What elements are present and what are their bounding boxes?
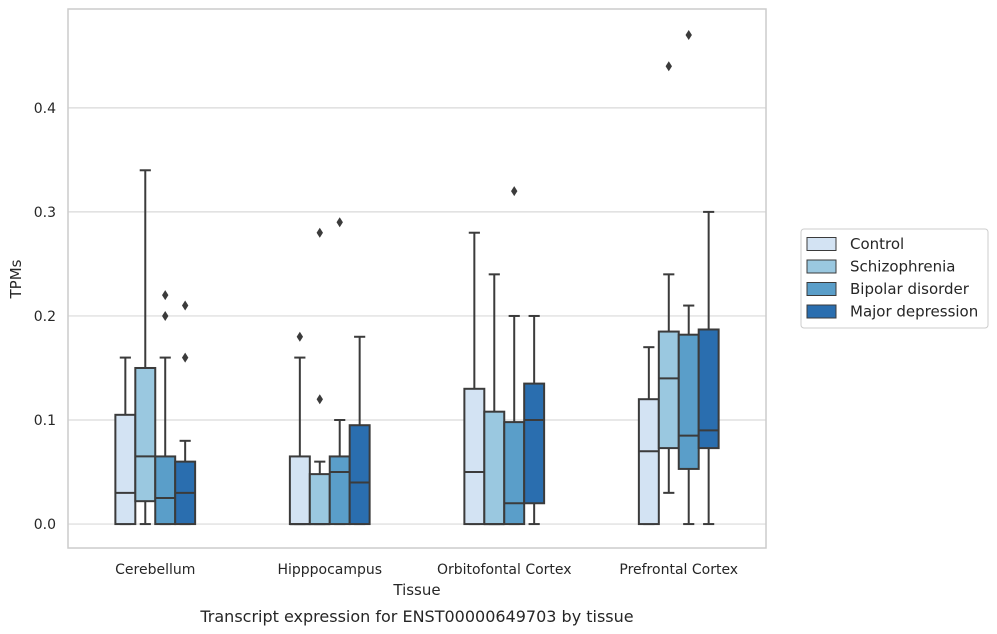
box-0-2 xyxy=(154,290,177,526)
x-tick-label: Orbitofontal Cortex xyxy=(437,562,572,578)
legend-frame xyxy=(800,228,989,329)
outlier-point xyxy=(181,352,189,363)
box-3-3 xyxy=(697,210,720,526)
box-3-2 xyxy=(677,30,700,526)
legend-label: Control xyxy=(850,235,904,253)
outlier-point xyxy=(336,217,343,228)
y-tick-label: 0.4 xyxy=(34,101,56,117)
legend-swatch xyxy=(806,237,837,251)
box-iqr xyxy=(637,398,660,526)
box-2-0 xyxy=(463,231,486,526)
box-groups xyxy=(114,30,720,526)
plot-frame xyxy=(67,8,767,549)
legend-label: Schizophrenia xyxy=(850,258,955,276)
box-0-3 xyxy=(174,300,197,526)
outlier-point xyxy=(316,394,323,405)
legend-label: Bipolar disorder xyxy=(850,280,970,298)
x-tick-label: Cerebellum xyxy=(115,562,195,578)
outlier-point xyxy=(296,331,304,342)
outlier-point xyxy=(685,30,692,41)
x-tick-label: Prefrontal Cortex xyxy=(619,562,738,578)
box-iqr xyxy=(697,328,720,450)
box-2-2 xyxy=(503,186,526,526)
box-iqr xyxy=(288,455,311,526)
box-iqr xyxy=(503,421,526,526)
y-tick-label: 0.0 xyxy=(34,517,56,533)
box-0-0 xyxy=(114,356,137,526)
y-tick-label: 0.1 xyxy=(34,413,56,429)
legend-label: Major depression xyxy=(850,303,978,321)
x-tick-labels: Cerebellum Hipppocampus Orbitofontal Corte… xyxy=(115,562,738,578)
box-iqr xyxy=(677,333,700,470)
box-2-1 xyxy=(483,273,506,526)
box-iqr xyxy=(523,382,546,505)
box-iqr xyxy=(463,387,486,526)
x-tick-label: Hipppocampus xyxy=(277,562,382,578)
box-iqr xyxy=(308,473,331,526)
outlier-point xyxy=(162,290,169,301)
x-axis-label: Tissue xyxy=(392,581,440,599)
box-iqr xyxy=(348,424,371,526)
box-1-3 xyxy=(348,335,371,526)
chart-caption: Transcript expression for ENST0000064970… xyxy=(199,607,633,626)
box-iqr xyxy=(657,330,680,450)
y-tick-labels: 0.0 0.1 0.2 0.3 0.4 xyxy=(34,101,56,533)
box-0-1 xyxy=(134,169,157,526)
y-axis-label: TPMs xyxy=(7,259,25,299)
outlier-point xyxy=(316,227,323,238)
box-3-0 xyxy=(637,346,660,526)
outlier-point xyxy=(162,310,169,321)
legend-swatch xyxy=(806,259,837,274)
box-iqr xyxy=(328,455,351,526)
y-tick-label: 0.3 xyxy=(34,205,56,221)
box-iqr xyxy=(154,455,177,526)
legend-swatch xyxy=(806,282,837,296)
box-1-2 xyxy=(328,217,351,526)
box-iqr xyxy=(114,413,137,526)
legend-swatch xyxy=(806,304,837,319)
box-1-0 xyxy=(288,331,311,526)
box-3-1 xyxy=(657,61,680,494)
box-iqr xyxy=(134,366,157,503)
outlier-point xyxy=(511,186,518,197)
box-2-3 xyxy=(523,314,546,526)
box-iqr xyxy=(483,410,506,526)
outlier-point xyxy=(665,61,672,72)
outlier-point xyxy=(181,300,189,311)
legend: Control Schizophrenia Bipolar disorder Majo… xyxy=(800,228,989,329)
box-1-1 xyxy=(308,227,331,526)
y-tick-label: 0.2 xyxy=(34,309,56,325)
